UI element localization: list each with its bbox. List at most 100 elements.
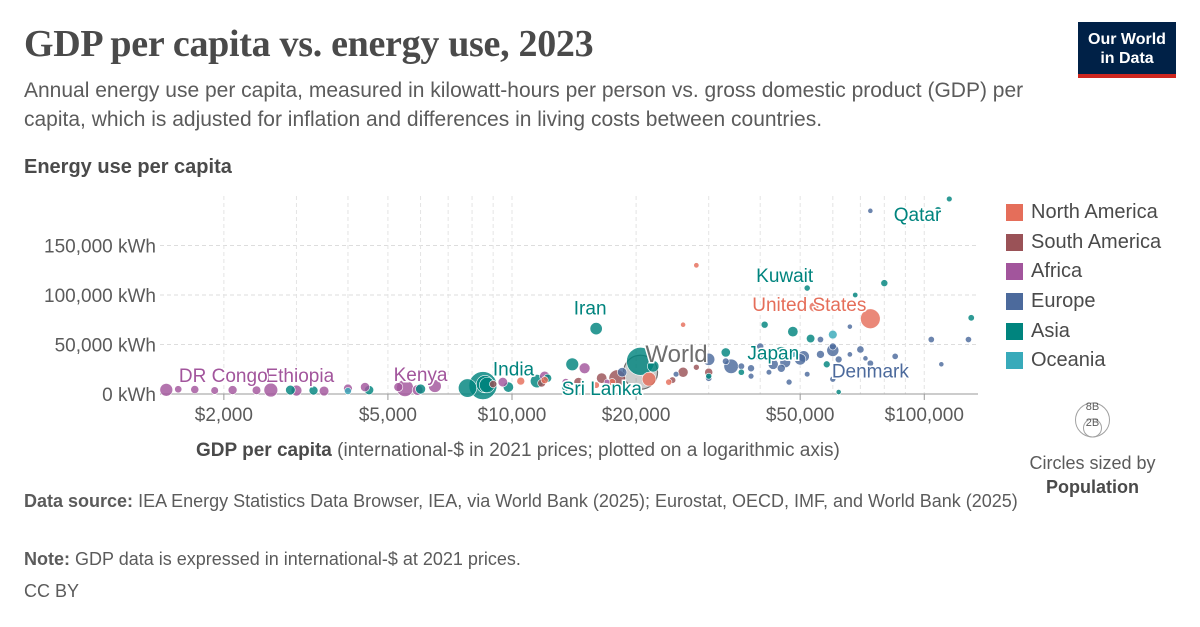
label-qatar: Qatar [894, 205, 942, 226]
data-point[interactable] [210, 386, 219, 395]
data-point[interactable] [867, 207, 874, 214]
data-point[interactable] [647, 360, 660, 373]
data-point[interactable] [765, 369, 773, 376]
point-iran[interactable] [589, 322, 603, 336]
data-point[interactable] [516, 376, 526, 386]
data-point[interactable] [360, 382, 370, 392]
data-point[interactable] [880, 279, 889, 287]
legend-item-north-america[interactable]: North America [1006, 198, 1161, 228]
data-point[interactable] [705, 372, 713, 380]
legend-item-asia[interactable]: Asia [1006, 316, 1161, 346]
data-point[interactable] [967, 314, 975, 322]
data-point[interactable] [665, 378, 673, 386]
data-point[interactable] [787, 326, 799, 338]
data-point[interactable] [789, 350, 797, 358]
data-point[interactable] [785, 378, 793, 386]
data-point[interactable] [561, 378, 570, 387]
data-point[interactable] [747, 364, 755, 373]
legend-item-europe[interactable]: Europe [1006, 287, 1161, 317]
data-point[interactable] [760, 320, 769, 329]
data-point[interactable] [415, 383, 426, 395]
data-point[interactable] [693, 363, 700, 371]
data-point[interactable] [794, 353, 807, 366]
data-point[interactable] [308, 385, 319, 396]
data-point[interactable] [938, 361, 945, 368]
data-point[interactable] [318, 385, 330, 397]
point-dr-congo[interactable] [159, 383, 174, 397]
data-point[interactable] [828, 342, 837, 351]
data-point[interactable] [747, 372, 755, 380]
point-ethiopia[interactable] [263, 382, 279, 398]
data-point[interactable] [755, 351, 766, 362]
data-point[interactable] [693, 262, 700, 269]
data-point[interactable] [285, 384, 296, 396]
data-point[interactable] [806, 334, 816, 344]
data-point[interactable] [497, 377, 508, 388]
data-point[interactable] [934, 206, 942, 214]
data-point[interactable] [680, 321, 686, 328]
data-point[interactable] [829, 375, 837, 383]
data-point[interactable] [756, 342, 765, 351]
data-point[interactable] [852, 291, 859, 299]
data-point[interactable] [428, 379, 442, 393]
data-point[interactable] [767, 358, 779, 370]
data-point[interactable] [393, 382, 404, 392]
data-point[interactable] [702, 352, 716, 366]
data-point[interactable] [846, 351, 853, 358]
data-point[interactable] [737, 362, 745, 370]
data-point[interactable] [846, 323, 853, 330]
data-point[interactable] [891, 352, 899, 360]
data-point[interactable] [540, 376, 549, 385]
data-point[interactable] [603, 378, 611, 386]
legend-swatch [1006, 322, 1023, 340]
data-point[interactable] [617, 367, 628, 378]
data-point[interactable] [458, 378, 478, 398]
legend-swatch [1006, 293, 1023, 311]
label-kenya: Kenya [394, 365, 448, 386]
point-denmark[interactable] [866, 359, 874, 367]
data-point[interactable] [856, 345, 865, 354]
legend-item-south-america[interactable]: South America [1006, 228, 1161, 258]
data-point[interactable] [227, 385, 238, 395]
legend-item-africa[interactable]: Africa [1006, 257, 1161, 287]
data-point[interactable] [834, 355, 843, 364]
point-qatar[interactable] [946, 195, 953, 203]
y-tick-label: 150,000 kWh [44, 237, 156, 258]
label-india: India [493, 360, 535, 381]
data-point[interactable] [641, 371, 657, 387]
data-point[interactable] [737, 368, 745, 376]
data-point[interactable] [722, 357, 730, 366]
data-point[interactable] [965, 336, 972, 343]
data-point[interactable] [565, 357, 579, 371]
data-point[interactable] [592, 381, 600, 389]
point-united-states[interactable] [860, 308, 881, 329]
label-sri-lanka: Sri Lanka [562, 379, 643, 400]
data-point[interactable] [672, 370, 680, 378]
legend-swatch [1006, 263, 1023, 281]
legend-label: Europe [1031, 290, 1096, 313]
data-point[interactable] [573, 377, 584, 388]
data-point[interactable] [808, 301, 820, 313]
data-point[interactable] [862, 355, 869, 362]
data-point[interactable] [677, 366, 689, 378]
data-point[interactable] [720, 347, 731, 358]
data-point[interactable] [804, 371, 811, 378]
data-point[interactable] [835, 389, 842, 395]
license[interactable]: CC BY [24, 581, 80, 601]
data-point[interactable] [828, 329, 838, 340]
data-point[interactable] [816, 350, 825, 359]
data-point[interactable] [927, 336, 935, 344]
data-point[interactable] [251, 385, 262, 395]
data-point[interactable] [822, 360, 831, 369]
owid-logo[interactable]: Our World in Data [1078, 22, 1176, 78]
data-point[interactable] [578, 362, 591, 375]
legend-item-oceania[interactable]: Oceania [1006, 346, 1161, 376]
size-legend-caption: Circles sized by Population [1020, 451, 1165, 499]
data-point[interactable] [174, 385, 183, 394]
data-point[interactable] [816, 336, 824, 344]
point-kuwait[interactable] [803, 284, 811, 292]
data-point[interactable] [344, 387, 352, 395]
data-point[interactable] [489, 380, 498, 389]
data-point[interactable] [776, 363, 786, 373]
data-point[interactable] [190, 385, 200, 394]
